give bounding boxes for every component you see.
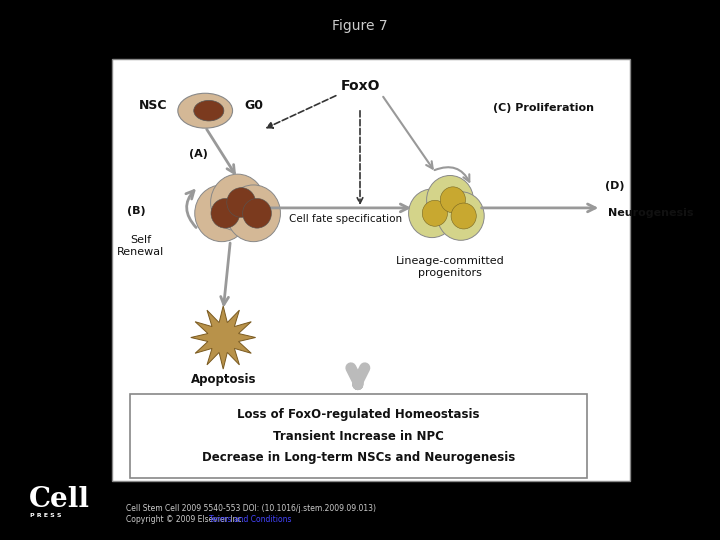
Text: Transient Increase in NPC: Transient Increase in NPC [273, 429, 444, 443]
FancyBboxPatch shape [130, 394, 587, 478]
Ellipse shape [211, 198, 240, 228]
Ellipse shape [438, 192, 484, 240]
Text: G0: G0 [245, 99, 264, 112]
Ellipse shape [211, 174, 265, 231]
FancyBboxPatch shape [112, 59, 630, 481]
Text: (B): (B) [127, 206, 146, 215]
Ellipse shape [409, 189, 456, 238]
Text: NSC: NSC [139, 99, 168, 112]
Text: Cell Stem Cell 2009 5540-553 DOI: (10.1016/j.stem.2009.09.013): Cell Stem Cell 2009 5540-553 DOI: (10.10… [126, 504, 376, 513]
Ellipse shape [243, 198, 271, 228]
Ellipse shape [178, 93, 233, 128]
Ellipse shape [426, 176, 474, 224]
Text: Neurogenesis: Neurogenesis [608, 208, 694, 218]
Text: Self
Renewal: Self Renewal [117, 235, 164, 256]
Ellipse shape [227, 185, 281, 242]
Ellipse shape [194, 100, 224, 121]
Text: Apoptosis: Apoptosis [191, 373, 256, 386]
Text: P R E S S: P R E S S [30, 513, 61, 518]
Text: Decrease in Long-term NSCs and Neurogenesis: Decrease in Long-term NSCs and Neurogene… [202, 451, 515, 464]
Text: FoxO: FoxO [341, 79, 379, 93]
Ellipse shape [422, 200, 448, 226]
Ellipse shape [440, 187, 466, 213]
Text: Cell fate specification: Cell fate specification [289, 214, 402, 224]
Text: (D): (D) [605, 181, 624, 191]
Ellipse shape [194, 185, 249, 242]
Ellipse shape [451, 203, 477, 229]
Text: Cell: Cell [29, 486, 90, 513]
Text: Lineage-committed
progenitors: Lineage-committed progenitors [395, 256, 505, 278]
Text: (A): (A) [189, 149, 207, 159]
Text: (C) Proliferation: (C) Proliferation [493, 103, 594, 113]
Text: Loss of FoxO-regulated Homeostasis: Loss of FoxO-regulated Homeostasis [237, 408, 480, 421]
Text: Terms and Conditions: Terms and Conditions [209, 515, 292, 524]
Polygon shape [191, 306, 256, 369]
Ellipse shape [227, 187, 256, 217]
Text: Copyright © 2009 Elsevier Inc.: Copyright © 2009 Elsevier Inc. [126, 515, 248, 524]
Text: Figure 7: Figure 7 [332, 19, 388, 33]
